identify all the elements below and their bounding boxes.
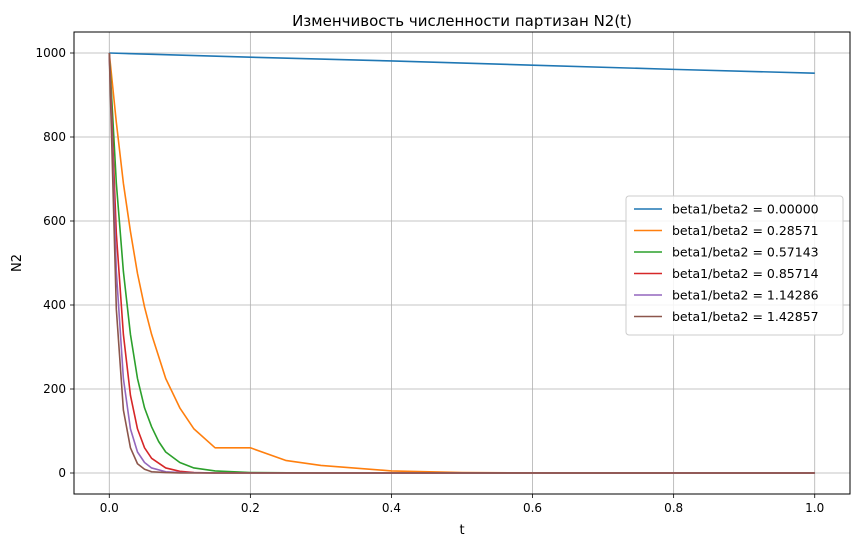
series-line-6: [108, 52, 815, 474]
legend: beta1/beta2 = 0.00000 beta1/beta2 = 0.285…: [625, 195, 844, 336]
plot-frame: [73, 31, 851, 495]
y-tick-label: 400: [43, 298, 66, 312]
legend-box: [625, 195, 844, 336]
y-tick-label: 0: [58, 466, 66, 480]
x-tick-label: 0.4: [382, 501, 401, 515]
y-tick-label: 200: [43, 382, 66, 396]
y-tick-label: 600: [43, 214, 66, 228]
legend-entry-label: beta1/beta2 = 1.42857: [672, 309, 819, 324]
legend-entry-label: beta1/beta2 = 1.14286: [672, 288, 819, 303]
y-tick-label: 800: [43, 130, 66, 144]
chart-title: Изменчивость численности партизан N2(t): [292, 12, 632, 30]
x-tick-label: 0.0: [100, 501, 119, 515]
legend-entry-label: beta1/beta2 = 0.28571: [672, 223, 819, 238]
legend-entry-label: beta1/beta2 = 0.00000: [672, 202, 819, 217]
x-tick-label: 0.8: [664, 501, 683, 515]
x-tick-label: 0.2: [241, 501, 260, 515]
x-tick-label: 1.0: [805, 501, 824, 515]
axis-ticks: 0.0 0.2 0.4 0.6 0.8 1.0 0 200 400 600 800 1000: [35, 46, 824, 515]
x-tick-label: 0.6: [523, 501, 542, 515]
series-layer: [108, 52, 815, 474]
y-axis-label: N2: [10, 254, 25, 272]
x-axis-label: t: [459, 523, 464, 538]
legend-entry-label: beta1/beta2 = 0.85714: [672, 266, 819, 281]
y-tick-label: 1000: [35, 46, 66, 60]
legend-entry-label: beta1/beta2 = 0.57143: [672, 245, 819, 260]
series-line-1: [109, 52, 815, 74]
